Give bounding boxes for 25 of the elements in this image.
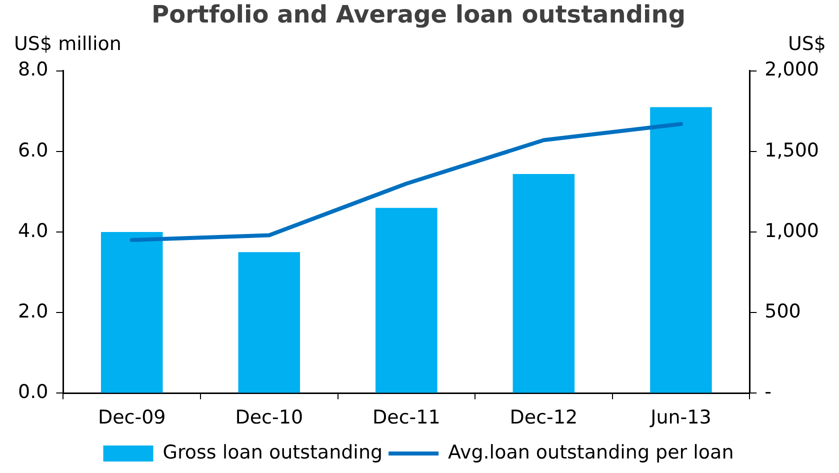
bar bbox=[650, 107, 712, 393]
y-tick-label: 6.0 bbox=[18, 139, 48, 162]
y-tick-label: 4.0 bbox=[18, 220, 48, 242]
y-axis-title: US$ million bbox=[14, 33, 122, 56]
bar bbox=[376, 208, 438, 393]
bar bbox=[238, 252, 300, 393]
legend-label: Avg.loan outstanding per loan bbox=[448, 441, 734, 464]
y2-tick-label: - bbox=[764, 381, 772, 404]
bar bbox=[512, 174, 575, 393]
y2-tick-label: 1,500 bbox=[764, 139, 820, 162]
x-tick-label: Dec-09 bbox=[98, 406, 166, 429]
y-tick-label: 8.0 bbox=[18, 58, 48, 81]
y2-tick-label: 2,000 bbox=[764, 58, 820, 81]
chart-title: Portfolio and Average loan outstanding bbox=[151, 0, 686, 29]
bar bbox=[100, 232, 163, 393]
y-tick-label: 2.0 bbox=[18, 300, 48, 323]
y2-axis-title: US$ bbox=[788, 33, 826, 56]
x-tick-label: Jun-13 bbox=[650, 406, 712, 429]
x-tick-label: Dec-11 bbox=[372, 406, 440, 429]
y-tick-label: 0.0 bbox=[18, 381, 48, 404]
y2-tick-label: 500 bbox=[764, 300, 801, 323]
x-tick-label: Dec-10 bbox=[235, 406, 304, 429]
x-tick-label: Dec-12 bbox=[510, 406, 578, 429]
y2-tick-label: 1,000 bbox=[764, 220, 820, 242]
legend-label: Gross loan outstanding bbox=[162, 441, 383, 464]
